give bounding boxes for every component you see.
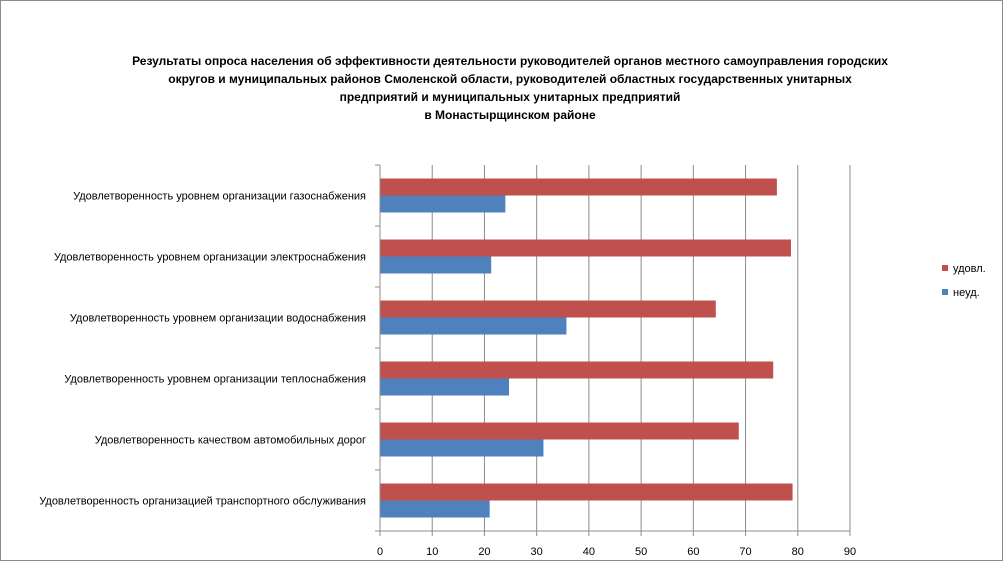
legend-swatch-udovl [942, 265, 948, 271]
category-labels: Удовлетворенность уровнем организации га… [39, 191, 366, 508]
category-label: Удовлетворенность уровнем организации га… [73, 191, 366, 203]
x-tick-label: 90 [844, 546, 856, 558]
category-label: Удовлетворенность уровнем организации во… [70, 313, 366, 325]
bar-udovl-2 [380, 300, 716, 318]
chart-title: Результаты опроса населения об эффективн… [60, 52, 960, 124]
bar-udovl-3 [380, 361, 774, 379]
bar-udovl-5 [380, 483, 793, 501]
x-tick-label: 60 [687, 546, 699, 558]
bar-neud-2 [380, 317, 567, 335]
bar-udovl-1 [380, 239, 791, 257]
legend-swatch-neud [942, 289, 948, 295]
category-label: Удовлетворенность уровнем организации те… [64, 374, 366, 386]
x-tick-label: 40 [583, 546, 595, 558]
x-tick-label: 20 [478, 546, 490, 558]
category-label: Удовлетворенность качеством автомобильны… [95, 435, 366, 447]
bar-neud-4 [380, 439, 544, 457]
x-tick-label: 50 [635, 546, 647, 558]
legend: удовл. неуд. [942, 263, 986, 299]
x-tick-labels: 0 10 20 30 40 50 60 70 80 90 [377, 546, 856, 558]
chart-title-line-3: предприятий и муниципальных унитарных пр… [339, 90, 681, 104]
x-tick-label: 10 [426, 546, 438, 558]
x-tick-label: 80 [792, 546, 804, 558]
chart-title-line-4: в Монастырщинском районе [424, 108, 596, 122]
bar-neud-0 [380, 195, 506, 213]
bar-udovl-0 [380, 178, 777, 196]
chart-title-line-1: Результаты опроса населения об эффективн… [132, 54, 888, 68]
bar-neud-5 [380, 500, 490, 518]
axes [375, 164, 851, 536]
category-label: Удовлетворенность организацией транспорт… [39, 496, 366, 508]
bar-udovl-4 [380, 422, 739, 440]
bar-neud-3 [380, 378, 509, 396]
legend-label-neud: неуд. [953, 287, 980, 299]
x-tick-label: 70 [739, 546, 751, 558]
legend-label-udovl: удовл. [953, 263, 986, 275]
x-tick-label: 30 [531, 546, 543, 558]
bars [380, 178, 793, 518]
bar-neud-1 [380, 256, 492, 274]
gridlines [431, 165, 851, 531]
chart-title-line-2: округов и муниципальных районов Смоленск… [168, 72, 852, 86]
category-label: Удовлетворенность уровнем организации эл… [54, 252, 366, 264]
x-tick-label: 0 [377, 546, 383, 558]
